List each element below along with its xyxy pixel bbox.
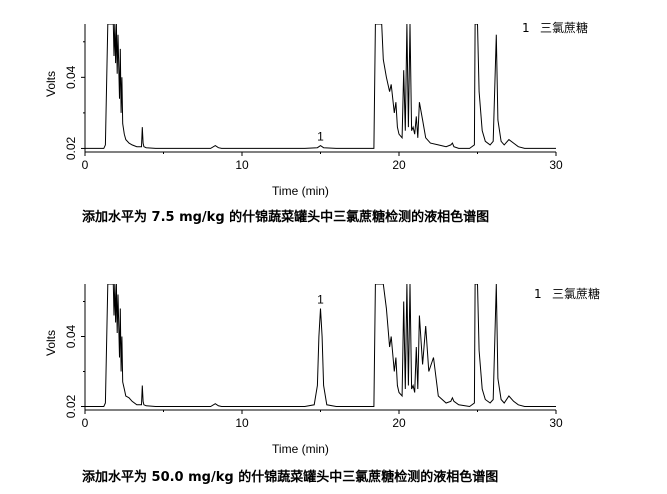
x-tick-label: 10 — [235, 416, 249, 430]
legend-number: 1 — [534, 287, 542, 301]
y-axis-label: Volts — [44, 71, 58, 97]
x-tick-label: 30 — [549, 158, 563, 172]
x-axis-label: Time (min) — [272, 442, 329, 456]
chart-caption: 添加水平为 50.0 mg/kg 的什锦蔬菜罐头中三氯蔗糖检测的液相色谱图 — [82, 469, 498, 485]
x-tick-label: 0 — [82, 416, 89, 430]
chromatogram-trace — [85, 24, 556, 149]
chromatogram-chart-2: 0 10 20 30 0.02 0.04 1 1 三氯蔗糖 Time (min) Volts… — [44, 284, 600, 485]
legend-number: 1 — [522, 21, 530, 35]
chart-caption: 添加水平为 7.5 mg/kg 的什锦蔬菜罐头中三氯蔗糖检测的液相色谱图 — [82, 209, 489, 225]
y-tick-label: 0.02 — [64, 394, 78, 418]
x-tick-label: 0 — [82, 158, 89, 172]
x-axis-label: Time (min) — [272, 184, 329, 198]
x-tick-label: 20 — [392, 416, 406, 430]
chromatogram-chart-1: 0 10 20 30 0.02 0.04 1 1 三氯蔗糖 Time (min) Volts… — [44, 20, 588, 225]
y-tick-label: 0.02 — [64, 136, 78, 160]
legend-label: 三氯蔗糖 — [552, 286, 600, 301]
x-tick-label: 10 — [235, 158, 249, 172]
x-tick-label: 30 — [549, 416, 563, 430]
chromatogram-trace — [85, 284, 556, 408]
peak-label: 1 — [317, 293, 324, 307]
peak-label: 1 — [317, 130, 324, 144]
x-tick-label: 20 — [392, 158, 406, 172]
y-tick-label: 0.04 — [64, 324, 78, 348]
y-axis-label: Volts — [44, 330, 58, 356]
legend-label: 三氯蔗糖 — [540, 20, 588, 35]
y-tick-label: 0.04 — [64, 65, 78, 89]
